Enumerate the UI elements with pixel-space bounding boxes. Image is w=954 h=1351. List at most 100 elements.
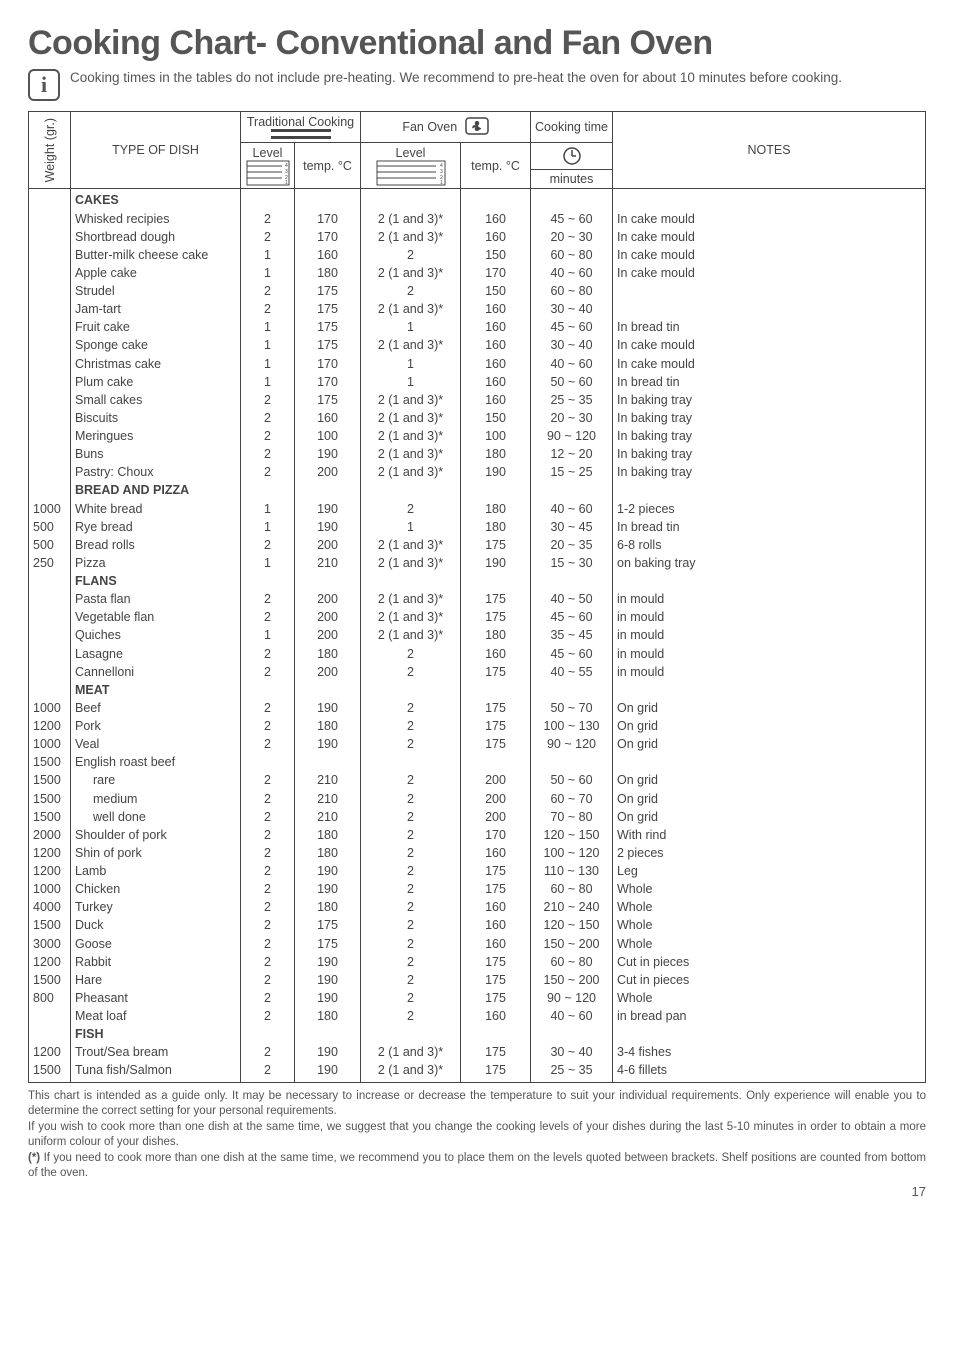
table-cell: 45 ~ 60 (535, 645, 608, 663)
table-cell (33, 336, 66, 354)
table-cell: 2 (365, 953, 456, 971)
info-row: i Cooking times in the tables do not inc… (28, 69, 926, 101)
table-cell: 2 (1 and 3)* (365, 1061, 456, 1079)
table-cell: Whole (617, 916, 921, 934)
section-heading-cell (535, 481, 608, 499)
section-heading-cell (33, 1025, 66, 1043)
table-cell: 170 (299, 373, 356, 391)
table-cell (617, 300, 921, 318)
table-cell: 2 (365, 844, 456, 862)
table-cell: Small cakes (75, 391, 236, 409)
table-cell: 800 (33, 989, 66, 1007)
table-cell: 2 (1 and 3)* (365, 427, 456, 445)
table-cell: 2 (365, 282, 456, 300)
table-cell: 1500 (33, 971, 66, 989)
table-cell: 1500 (33, 808, 66, 826)
table-cell: 2 (245, 445, 290, 463)
table-cell: Christmas cake (75, 355, 236, 373)
table-cell: 4-6 fillets (617, 1061, 921, 1079)
table-cell: Buns (75, 445, 236, 463)
table-cell (299, 753, 356, 771)
table-cell: 160 (465, 898, 526, 916)
table-cell: 190 (299, 445, 356, 463)
table-cell: 40 ~ 60 (535, 1007, 608, 1025)
table-cell: 15 ~ 25 (535, 463, 608, 481)
table-cell (33, 445, 66, 463)
table-cell: rare (75, 771, 236, 789)
table-cell: 210 ~ 240 (535, 898, 608, 916)
table-cell (33, 246, 66, 264)
table-cell: Duck (75, 916, 236, 934)
table-cell: 2 (365, 1007, 456, 1025)
table-cell: 1 (245, 626, 290, 644)
table-cell: 160 (465, 935, 526, 953)
table-cell: 160 (465, 228, 526, 246)
table-cell: On grid (617, 717, 921, 735)
table-cell: in bread pan (617, 1007, 921, 1025)
table-cell: In bread tin (617, 318, 921, 336)
table-cell (33, 264, 66, 282)
table-cell: 90 ~ 120 (535, 735, 608, 753)
table-cell: Pizza (75, 554, 236, 572)
table-cell (617, 753, 921, 771)
table-cell: 150 ~ 200 (535, 971, 608, 989)
table-cell: 2 (245, 953, 290, 971)
table-cell: 160 (465, 391, 526, 409)
table-cell: 200 (465, 808, 526, 826)
table-cell: in mould (617, 645, 921, 663)
table-cell: 2 (365, 771, 456, 789)
table-cell: 2 (245, 880, 290, 898)
table-cell: 2 (245, 409, 290, 427)
table-cell: Plum cake (75, 373, 236, 391)
table-cell: 2 (1 and 3)* (365, 445, 456, 463)
table-cell: 2 (1 and 3)* (365, 554, 456, 572)
table-cell (33, 391, 66, 409)
table-cell: Trout/Sea bream (75, 1043, 236, 1061)
table-cell: 4000 (33, 898, 66, 916)
table-cell: 90 ~ 120 (535, 989, 608, 1007)
table-cell: Meat loaf (75, 1007, 236, 1025)
table-cell: In cake mould (617, 228, 921, 246)
table-cell: 2 (245, 427, 290, 445)
table-cell: Cut in pieces (617, 971, 921, 989)
table-cell: 190 (299, 1061, 356, 1079)
table-cell: 175 (465, 608, 526, 626)
info-text: Cooking times in the tables do not inclu… (70, 69, 842, 87)
table-cell: Shoulder of pork (75, 826, 236, 844)
table-cell: 25 ~ 35 (535, 391, 608, 409)
table-cell: 100 (299, 427, 356, 445)
table-cell: Sponge cake (75, 336, 236, 354)
table-cell: 2000 (33, 826, 66, 844)
section-heading-cell (535, 1025, 608, 1043)
table-cell: 200 (465, 771, 526, 789)
table-cell: 150 (465, 409, 526, 427)
table-cell: 2 (1 and 3)* (365, 409, 456, 427)
table-cell: Pheasant (75, 989, 236, 1007)
table-cell: 180 (299, 264, 356, 282)
header-level-trad-label: Level (243, 146, 292, 160)
table-cell: 60 ~ 80 (535, 246, 608, 264)
table-cell: 20 ~ 35 (535, 536, 608, 554)
table-cell: Bread rolls (75, 536, 236, 554)
table-cell: 2 (365, 826, 456, 844)
section-heading-cell (299, 572, 356, 590)
table-cell (33, 355, 66, 373)
header-clock-icon (531, 143, 613, 170)
table-cell: Whole (617, 898, 921, 916)
table-cell: Whisked recipies (75, 210, 236, 228)
table-cell: Tuna fish/Salmon (75, 1061, 236, 1079)
table-cell: 190 (299, 699, 356, 717)
table-cell: 1 (245, 336, 290, 354)
section-heading-cell: BREAD AND PIZZA (75, 481, 236, 499)
table-cell: 2 (1 and 3)* (365, 264, 456, 282)
table-cell: Whole (617, 935, 921, 953)
section-heading-cell (617, 191, 921, 209)
table-cell: Rabbit (75, 953, 236, 971)
table-cell: In baking tray (617, 445, 921, 463)
table-cell: 1 (245, 554, 290, 572)
table-cell: 175 (465, 663, 526, 681)
table-cell (33, 318, 66, 336)
table-cell: Whole (617, 880, 921, 898)
table-cell: 200 (299, 663, 356, 681)
table-cell: 190 (299, 971, 356, 989)
